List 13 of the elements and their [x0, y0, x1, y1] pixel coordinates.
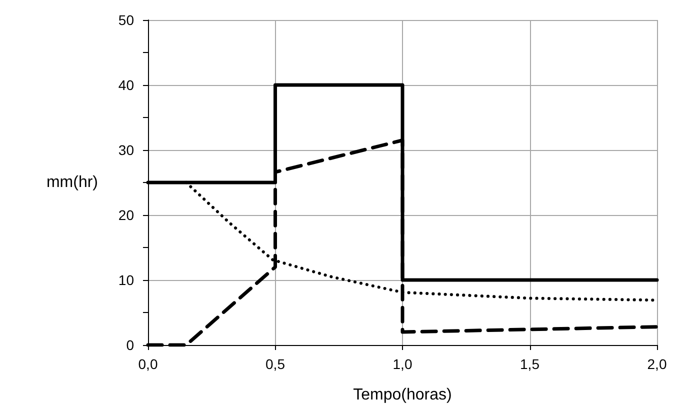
y-axis-title: mm(hr): [46, 174, 98, 191]
y-tick-label: 0: [126, 337, 134, 353]
x-tick-label: 2,0: [647, 356, 667, 372]
x-axis-title: Tempo(horas): [353, 386, 452, 404]
y-tick-label: 20: [118, 207, 134, 223]
x-tick-label: 0,0: [138, 356, 158, 372]
x-tick-label: 0,5: [266, 356, 286, 372]
x-tick-label: 1,5: [520, 356, 540, 372]
y-tick-label: 10: [118, 272, 134, 288]
y-tick-label: 30: [118, 142, 134, 158]
x-tick-label: 1,0: [392, 356, 412, 372]
y-tick-label: 40: [118, 77, 134, 93]
y-tick-label: 50: [118, 12, 134, 28]
